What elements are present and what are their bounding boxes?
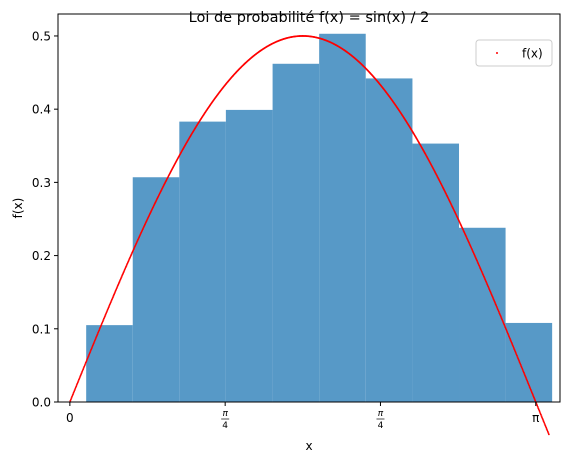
histogram-bar [132,177,180,402]
y-tick-label: 0.3 [32,176,51,190]
x-tick-label: π [532,411,539,425]
x-tick-denominator: 4 [378,421,384,431]
scatter-point [547,433,550,436]
histogram-bar [179,121,226,402]
legend: f(x) [475,39,553,67]
legend-marker-fx [496,52,498,54]
y-tick-label: 0.0 [32,396,51,410]
x-tick-numerator: π [222,409,228,419]
y-tick-label: 0.5 [32,29,51,43]
histogram-bar [412,143,460,402]
plot-frame [57,13,561,403]
x-tick-numerator: π [378,409,384,419]
histogram-bar [86,325,133,402]
histogram-bar [459,227,506,402]
histogram-bar [272,63,320,403]
x-tick-label: π4 [376,409,385,431]
y-axis-label: f(x) [11,198,25,219]
scatter-series-fx [68,35,550,436]
x-tick-label: π4 [221,409,230,431]
histogram-bar [365,78,413,402]
y-tick-label: 0.4 [32,103,51,117]
histogram-bar [505,322,553,402]
histogram-bar [319,33,366,402]
histogram-bars [86,33,553,403]
y-tick-label: 0.1 [32,322,51,336]
x-tick-denominator: 4 [222,421,228,431]
x-tick-label: 0 [66,411,74,425]
histogram-bar [225,109,273,402]
x-axis-label: x [305,439,312,453]
y-tick-label: 0.2 [32,249,51,263]
legend-label-fx: f(x) [522,47,543,61]
legend-box [475,39,553,67]
chart-title: Loi de probabilité f(x) = sin(x) / 2 [189,10,430,26]
y-axis-ticks: 0.0 0.1 0.2 0.3 0.4 0.5 [32,29,58,410]
